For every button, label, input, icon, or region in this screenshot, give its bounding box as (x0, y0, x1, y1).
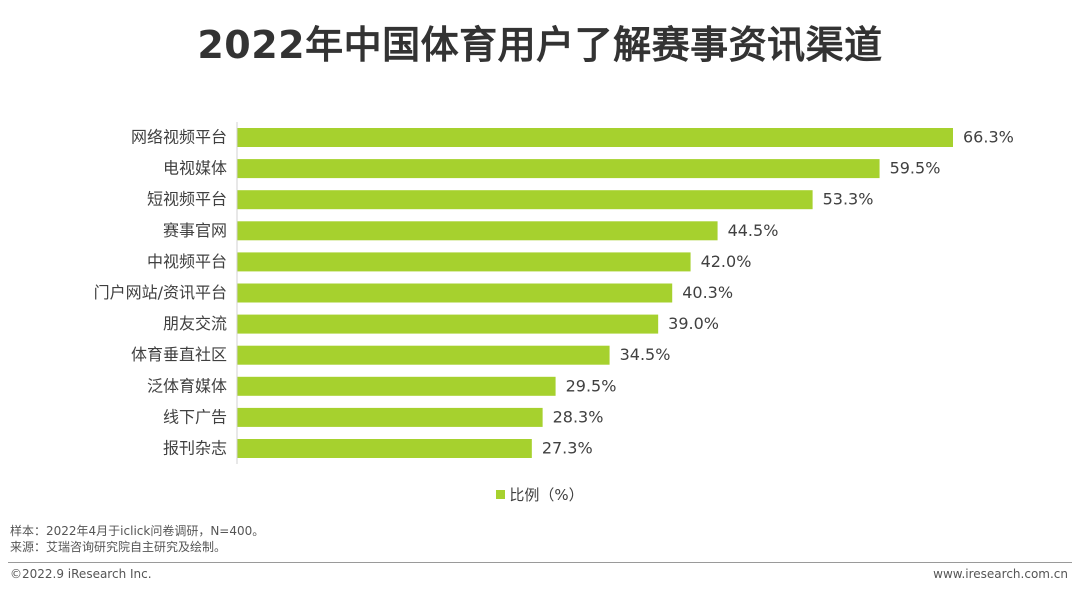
category-label: 电视媒体 (163, 159, 227, 178)
category-label: 线下广告 (163, 407, 227, 426)
notes: 样本：2022年4月于iclick问卷调研，N=400。 来源：艾瑞咨询研究院自… (10, 523, 264, 555)
copyright-text: ©2022.9 iResearch Inc. (10, 567, 152, 581)
value-label: 44.5% (728, 221, 779, 240)
category-label: 朋友交流 (163, 314, 227, 333)
bar (237, 407, 543, 427)
chart-title: 2022年中国体育用户了解赛事资讯渠道 (197, 23, 883, 67)
bar (237, 283, 673, 303)
sample-note: 样本：2022年4月于iclick问卷调研，N=400。 (10, 524, 265, 538)
legend-label: 比例（%） (509, 486, 584, 504)
value-label: 40.3% (682, 283, 733, 302)
bar (237, 159, 880, 179)
value-label: 29.5% (566, 376, 617, 395)
value-label: 53.3% (823, 190, 874, 209)
value-label: 42.0% (701, 252, 752, 271)
category-label: 赛事官网 (163, 221, 227, 240)
value-label: 27.3% (542, 439, 593, 458)
bar (237, 376, 556, 396)
category-label: 中视频平台 (147, 252, 227, 271)
category-label: 体育垂直社区 (131, 345, 227, 364)
category-label: 短视频平台 (147, 190, 227, 209)
category-label: 泛体育媒体 (147, 376, 227, 395)
bar (237, 345, 610, 365)
bars-group: 网络视频平台 66.3% 电视媒体 59.5% 短视频平台 53.3% 赛事官网 44.5% 中… (94, 128, 1014, 458)
value-label: 59.5% (890, 159, 941, 178)
legend: 比例（%） (0, 484, 1080, 505)
category-label: 网络视频平台 (131, 128, 227, 147)
source-note: 来源：艾瑞咨询研究院自主研究及绘制。 (10, 540, 227, 554)
value-label: 39.0% (668, 314, 719, 333)
bar (237, 252, 691, 272)
footer-divider (8, 562, 1072, 563)
bar (237, 128, 953, 147)
bar (237, 314, 659, 334)
bar-chart: 网络视频平台 66.3% 电视媒体 59.5% 短视频平台 53.3% 赛事官网 44.5% 中… (94, 122, 1014, 464)
category-label: 报刊杂志 (163, 439, 227, 458)
category-label: 门户网站/资讯平台 (94, 283, 227, 302)
website-link[interactable]: www.iresearch.com.cn (933, 567, 1068, 581)
bar (237, 439, 532, 458)
bar (237, 221, 718, 241)
value-label: 28.3% (553, 407, 604, 426)
legend-swatch (496, 490, 506, 499)
value-label: 34.5% (620, 345, 671, 364)
value-label: 66.3% (963, 128, 1014, 147)
bar (237, 190, 813, 210)
